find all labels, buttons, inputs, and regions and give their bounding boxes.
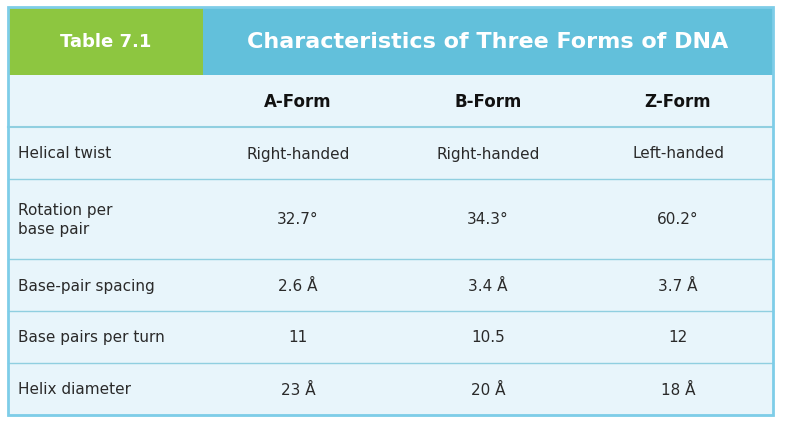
Text: Helix diameter: Helix diameter: [18, 381, 131, 396]
Text: Base-pair spacing: Base-pair spacing: [18, 278, 154, 293]
Bar: [8, 259, 773, 311]
Text: Base pairs per turn: Base pairs per turn: [18, 330, 165, 345]
Text: 2.6 Å: 2.6 Å: [278, 278, 318, 293]
Bar: [8, 363, 773, 415]
Text: Z-Form: Z-Form: [645, 93, 711, 111]
Text: 3.7 Å: 3.7 Å: [658, 278, 698, 293]
Text: 10.5: 10.5: [471, 330, 505, 345]
Text: A-Form: A-Form: [264, 93, 332, 111]
Text: 18 Å: 18 Å: [661, 381, 695, 396]
Text: 11: 11: [288, 330, 308, 345]
Text: 12: 12: [668, 330, 688, 345]
Text: 60.2°: 60.2°: [657, 212, 699, 227]
Text: 3.4 Å: 3.4 Å: [468, 278, 508, 293]
Text: Rotation per
base pair: Rotation per base pair: [18, 203, 113, 237]
Bar: [8, 76, 773, 128]
Bar: [8, 128, 773, 180]
Text: 32.7°: 32.7°: [277, 212, 319, 227]
Bar: [8, 180, 773, 259]
Text: Table 7.1: Table 7.1: [60, 33, 151, 51]
Text: 20 Å: 20 Å: [470, 381, 506, 396]
Text: 23 Å: 23 Å: [281, 381, 315, 396]
Text: Helical twist: Helical twist: [18, 146, 111, 161]
Text: 34.3°: 34.3°: [467, 212, 509, 227]
Text: Characteristics of Three Forms of DNA: Characteristics of Three Forms of DNA: [247, 32, 729, 52]
Bar: [203, 8, 773, 76]
Bar: [8, 8, 203, 76]
Bar: [8, 311, 773, 363]
Text: Right-handed: Right-handed: [246, 146, 350, 161]
Text: B-Form: B-Form: [454, 93, 522, 111]
Text: Left-handed: Left-handed: [632, 146, 724, 161]
Text: Right-handed: Right-handed: [436, 146, 540, 161]
